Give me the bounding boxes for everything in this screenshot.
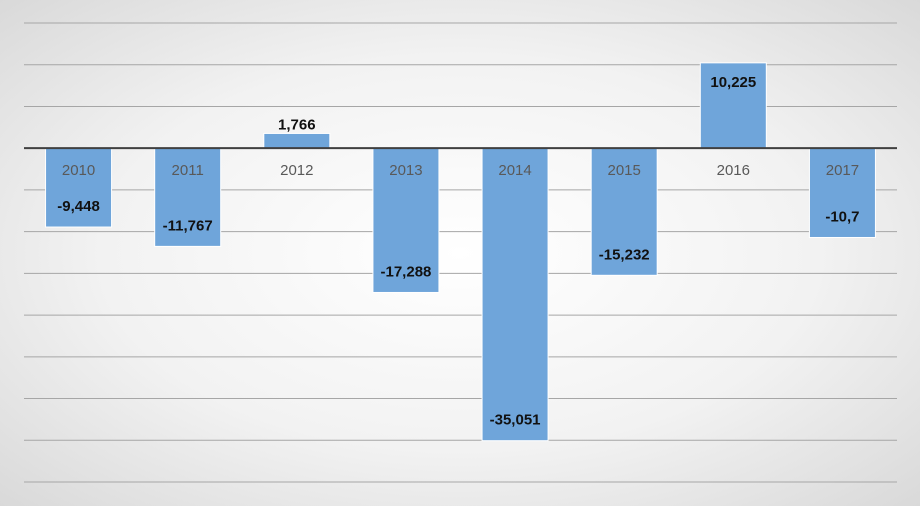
data-label: -17,288 (381, 263, 432, 280)
x-tick-label: 2014 (498, 162, 531, 179)
bar (45, 147, 113, 228)
bar (699, 62, 767, 149)
bar (154, 147, 222, 247)
data-label: -35,051 (490, 412, 541, 429)
bar (372, 147, 440, 293)
x-tick-label: 2012 (280, 162, 313, 179)
data-label: -11,767 (163, 217, 213, 234)
data-label: -10,7 (825, 208, 859, 225)
x-tick-label: 2010 (62, 162, 95, 179)
data-label: 10,225 (710, 74, 756, 91)
x-tick-label: 2017 (826, 162, 859, 179)
bar (263, 132, 331, 149)
x-tick-label: 2011 (172, 162, 204, 179)
data-label: -9,448 (57, 198, 100, 215)
bar (808, 147, 876, 238)
data-label: 1,766 (278, 116, 316, 133)
x-tick-label: 2016 (717, 162, 750, 179)
x-tick-label: 2013 (389, 162, 422, 179)
data-label: -15,232 (599, 246, 650, 263)
x-tick-label: 2015 (608, 162, 641, 179)
bar (481, 147, 549, 442)
